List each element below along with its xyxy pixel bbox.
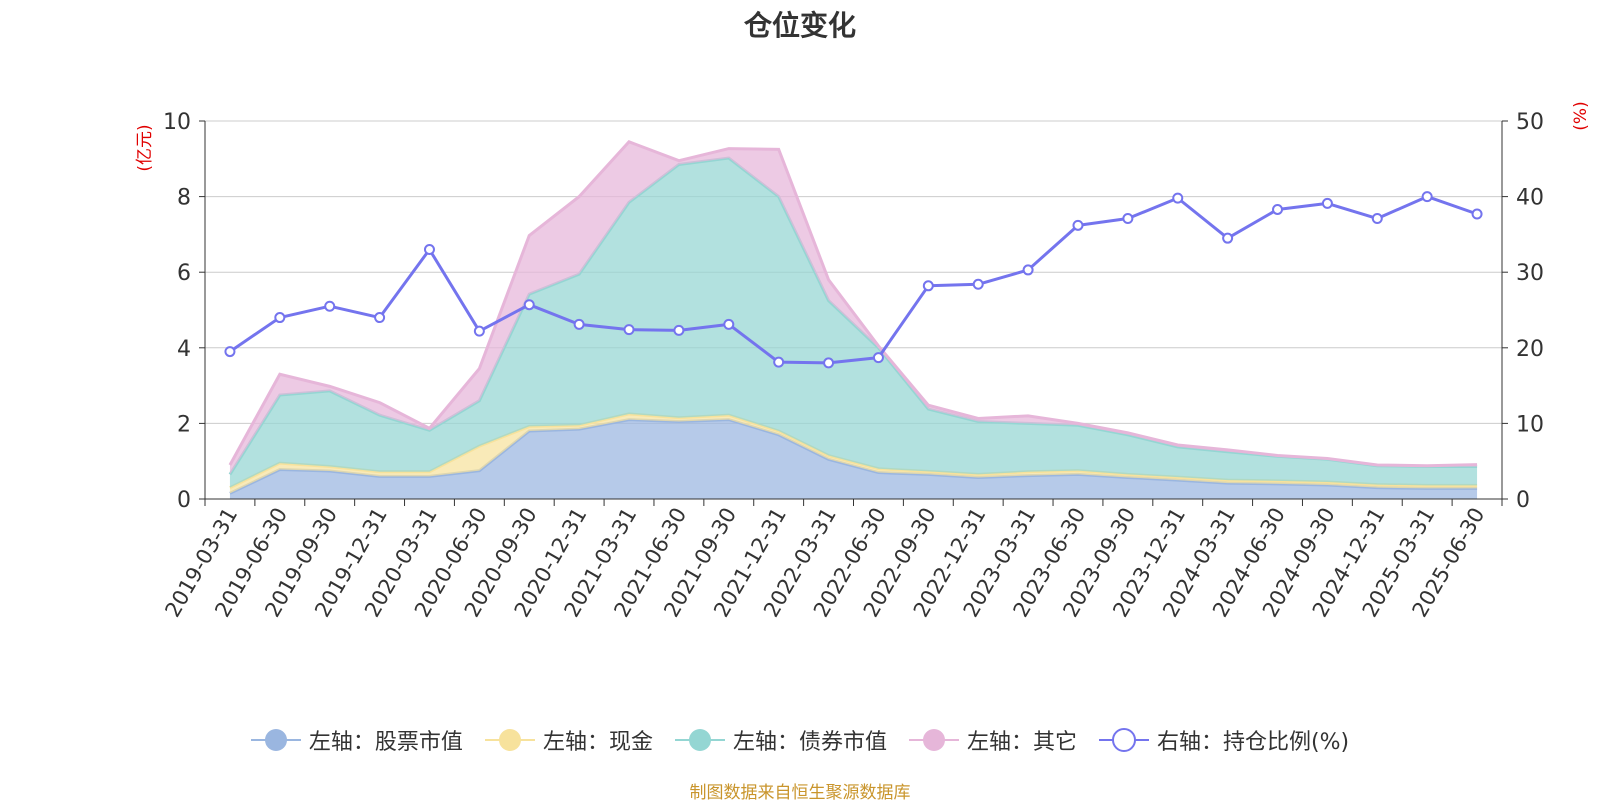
- legend-item-bond[interactable]: 左轴：债券市值: [674, 724, 887, 756]
- data-source-note: 制图数据来自恒生聚源数据库: [689, 783, 911, 803]
- ratio-point: [573, 318, 585, 330]
- ratio-point: [1321, 197, 1333, 209]
- ratio-point: [1222, 232, 1234, 244]
- y-left-tick-label: 2: [177, 412, 191, 437]
- ratio-point: [1272, 203, 1284, 215]
- legend-item-other[interactable]: 左轴：其它: [908, 724, 1077, 756]
- ratio-point: [473, 325, 485, 337]
- legend-item-ratio[interactable]: 右轴：持仓比例(%): [1098, 724, 1350, 756]
- y-right-tick-label: 10: [1516, 412, 1544, 437]
- y-left-tick-label: 6: [177, 261, 191, 286]
- legend-label-ratio: 右轴：持仓比例(%): [1156, 730, 1350, 755]
- line-series-ratio: [229, 195, 1478, 365]
- ratio-point: [523, 299, 535, 311]
- ratio-point: [623, 324, 635, 336]
- chart-title: 仓位变化: [743, 9, 856, 42]
- y-right-axis-label: (%): [1571, 101, 1591, 130]
- ratio-point: [1471, 208, 1483, 220]
- area-左轴：股票市值: [229, 419, 1478, 499]
- y-right-tick-label: 40: [1516, 186, 1544, 211]
- y-right-tick-label: 20: [1516, 337, 1544, 362]
- ratio-point: [274, 312, 286, 324]
- ratio-point: [224, 346, 236, 358]
- ratio-point: [1421, 191, 1433, 203]
- legend-marker-ratio-icon: [1098, 728, 1149, 752]
- legend-label-stock: 左轴：股票市值: [308, 730, 463, 755]
- ratio-point: [1172, 192, 1184, 204]
- ratio-point: [1122, 213, 1134, 225]
- area-左轴：债券市值: [229, 158, 1478, 488]
- ratio-point: [673, 324, 685, 336]
- legend-marker-cash-icon: [484, 729, 535, 751]
- y-left-tick-label: 4: [177, 337, 191, 362]
- legend-item-cash[interactable]: 左轴：现金: [484, 724, 653, 756]
- y-right-tick-label: 0: [1516, 488, 1530, 513]
- ratio-point: [773, 356, 785, 368]
- legend-label-cash: 左轴：现金: [542, 730, 653, 755]
- y-right-tick-label: 50: [1516, 110, 1544, 135]
- ratio-point: [324, 300, 336, 312]
- ratio-point: [723, 318, 735, 330]
- y-left-tick-label: 10: [163, 110, 191, 135]
- legend-item-stock[interactable]: 左轴：股票市值: [250, 724, 463, 756]
- y-left-axis-label: (亿元): [135, 124, 155, 171]
- ratio-point: [374, 312, 386, 324]
- legend: 左轴：股票市值 左轴：现金 左轴：债券市值 左轴：其它 右轴：持仓比例(%): [0, 720, 1600, 760]
- ratio-point: [1072, 219, 1084, 231]
- ratio-point: [1022, 264, 1034, 276]
- area-edge-左轴：其它: [228, 140, 1478, 468]
- legend-marker-bond-icon: [674, 729, 725, 751]
- area-左轴：现金: [229, 413, 1478, 494]
- ratio-point: [972, 278, 984, 290]
- legend-marker-stock-icon: [250, 729, 301, 751]
- ratio-point: [872, 352, 884, 364]
- legend-label-bond: 左轴：债券市值: [732, 730, 887, 755]
- y-left-tick-label: 0: [177, 488, 191, 513]
- ratio-point: [423, 244, 435, 256]
- ratio-point: [823, 357, 835, 369]
- legend-label-other: 左轴：其它: [966, 730, 1077, 755]
- legend-marker-other-icon: [908, 729, 959, 751]
- ratio-point: [1371, 213, 1383, 225]
- ratio-point: [922, 280, 934, 292]
- y-right-tick-label: 30: [1516, 261, 1544, 286]
- y-left-tick-label: 8: [177, 186, 191, 211]
